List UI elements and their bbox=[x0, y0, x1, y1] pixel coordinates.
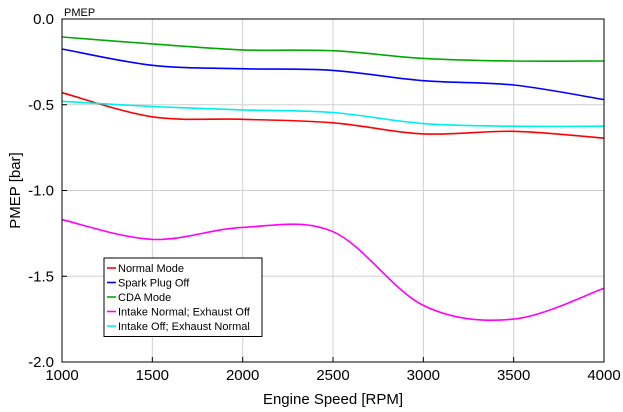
x-tick-label: 1500 bbox=[136, 367, 169, 384]
series-line-1 bbox=[61, 91, 605, 139]
series-line-2 bbox=[61, 48, 605, 101]
legend-label: CDA Mode bbox=[118, 292, 171, 304]
x-tick-label: 3000 bbox=[407, 367, 440, 384]
legend-label: Intake Off; Exhaust Normal bbox=[118, 321, 250, 333]
legend-box bbox=[103, 257, 263, 337]
y-tick-label: 0.0 bbox=[33, 11, 54, 28]
x-axis-title: Engine Speed [RPM] bbox=[263, 391, 403, 408]
legend-label: Intake Normal; Exhaust Off bbox=[118, 307, 251, 319]
y-tick-label: -2.0 bbox=[28, 354, 54, 371]
y-tick-label: -0.5 bbox=[28, 97, 54, 114]
y-tick-label: -1.0 bbox=[28, 183, 54, 200]
series-line-3 bbox=[61, 36, 605, 62]
y-axis-title: PMEP [bar] bbox=[7, 152, 24, 228]
x-tick-label: 2500 bbox=[316, 367, 349, 384]
series-lines bbox=[61, 36, 605, 321]
legend: Normal Mode Spark Plug Off CDA Mode Intake … bbox=[103, 257, 263, 337]
corner-label: PMEP bbox=[64, 7, 95, 19]
series-line-4 bbox=[61, 218, 605, 321]
axis-ticks: 1000 1500 2000 2500 3000 3500 4000 0.0 -0.5 -1.0 -… bbox=[28, 11, 621, 384]
x-tick-label: 4000 bbox=[587, 367, 620, 384]
y-tick-label: -1.5 bbox=[28, 268, 54, 285]
x-tick-label: 1000 bbox=[45, 367, 78, 384]
x-tick-label: 2000 bbox=[226, 367, 259, 384]
series-line-5 bbox=[61, 100, 605, 128]
legend-label: Spark Plug Off bbox=[118, 278, 190, 290]
x-tick-label: 3500 bbox=[497, 367, 530, 384]
legend-label: Normal Mode bbox=[118, 263, 184, 275]
